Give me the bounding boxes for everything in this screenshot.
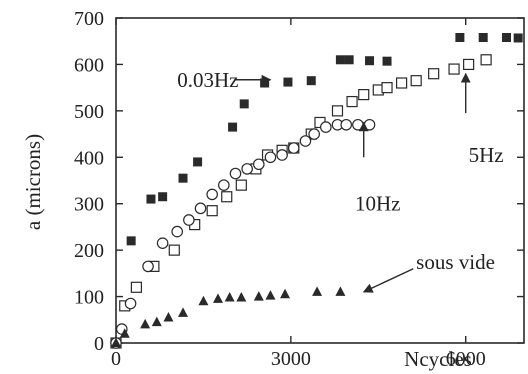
data-point xyxy=(346,95,358,108)
data-point xyxy=(358,89,370,101)
y-tick-label: 200 xyxy=(74,240,104,262)
data-point xyxy=(206,205,218,217)
axes: 0 100 200 300 400 500 600 700 0 3000 6000 xyxy=(74,8,525,370)
data-point xyxy=(287,142,300,154)
annotations: 0.03Hz 10Hz 5Hz sous vide xyxy=(177,68,504,293)
series-sous-vide xyxy=(111,286,346,347)
data-point xyxy=(352,118,364,131)
data-point xyxy=(193,157,203,167)
data-point xyxy=(156,237,169,249)
y-tick-label: 400 xyxy=(74,147,104,169)
y-tick-label: 300 xyxy=(74,194,104,216)
data-point xyxy=(178,307,189,317)
data-point xyxy=(158,192,168,202)
data-point xyxy=(264,151,277,164)
data-point xyxy=(235,179,247,191)
annotation-arrow xyxy=(362,268,414,293)
data-point xyxy=(213,293,223,303)
data-point xyxy=(306,76,316,86)
data-point xyxy=(502,33,512,42)
x-tick-label: 6000 xyxy=(446,348,486,370)
data-point xyxy=(276,149,288,161)
annotation-sous-vide: sous vide xyxy=(362,250,495,293)
y-tick-label: 700 xyxy=(74,8,104,30)
data-point xyxy=(365,56,375,66)
data-point xyxy=(218,179,230,191)
data-point xyxy=(236,292,247,302)
data-point xyxy=(299,135,312,147)
data-point xyxy=(163,311,174,322)
annotation-label: 5Hz xyxy=(469,143,504,167)
data-point xyxy=(239,99,249,109)
data-point xyxy=(241,163,253,175)
series-5hz xyxy=(110,54,492,349)
data-point xyxy=(221,191,233,203)
data-point xyxy=(396,77,408,89)
series-0-03hz xyxy=(111,33,523,348)
series-10hz xyxy=(110,118,376,349)
data-point xyxy=(228,122,238,132)
data-point xyxy=(480,54,492,66)
y-tick-label: 500 xyxy=(74,101,104,123)
y-tick-label: 600 xyxy=(74,54,104,76)
data-point xyxy=(312,286,323,296)
data-point xyxy=(253,291,264,301)
data-point xyxy=(142,260,154,273)
data-point xyxy=(198,295,209,306)
x-tick-label: 3000 xyxy=(271,348,311,370)
y-tick-label: 100 xyxy=(74,287,104,309)
data-point xyxy=(363,118,376,131)
y-axis-title: a (microns) xyxy=(21,134,45,230)
plot-series xyxy=(110,33,523,349)
data-point xyxy=(194,202,207,215)
data-point xyxy=(224,292,235,302)
annotation-label: 10Hz xyxy=(355,192,401,216)
y-tick-label: 0 xyxy=(94,333,104,355)
data-point xyxy=(206,188,218,201)
data-point xyxy=(344,55,354,65)
data-point xyxy=(280,288,291,299)
annotation-5hz: 5Hz xyxy=(460,72,504,167)
data-point xyxy=(171,225,183,238)
data-point xyxy=(140,318,151,329)
annotation-0-03hz: 0.03Hz xyxy=(177,68,272,92)
x-tick-label: 0 xyxy=(111,348,121,370)
data-point xyxy=(382,56,392,66)
data-point xyxy=(119,328,130,338)
data-point xyxy=(331,105,344,117)
data-point xyxy=(428,68,440,80)
data-point xyxy=(463,58,475,71)
data-point xyxy=(478,33,488,42)
data-point xyxy=(283,77,293,87)
data-point xyxy=(340,118,353,131)
annotation-label: 0.03Hz xyxy=(177,68,238,92)
data-point xyxy=(124,297,137,310)
data-point xyxy=(130,281,142,293)
data-point xyxy=(381,82,393,94)
data-point xyxy=(335,55,345,65)
data-point xyxy=(183,214,195,226)
data-point xyxy=(229,167,242,180)
data-point xyxy=(448,63,460,75)
data-point xyxy=(455,33,465,42)
data-point xyxy=(252,158,265,171)
annotation-label: sous vide xyxy=(416,250,495,274)
data-point xyxy=(410,75,422,87)
data-point xyxy=(168,244,180,256)
data-point xyxy=(126,236,136,246)
data-point xyxy=(513,33,523,43)
data-point xyxy=(308,128,320,140)
data-point xyxy=(151,316,162,327)
data-point xyxy=(335,286,346,296)
annotation-10hz: 10Hz xyxy=(355,121,401,216)
data-point xyxy=(178,173,188,183)
data-point xyxy=(146,194,156,204)
data-point xyxy=(111,337,121,347)
plot-frame xyxy=(115,17,525,344)
data-point xyxy=(265,290,276,300)
x-axis-title: Ncycles xyxy=(404,347,472,371)
data-point xyxy=(320,121,332,133)
